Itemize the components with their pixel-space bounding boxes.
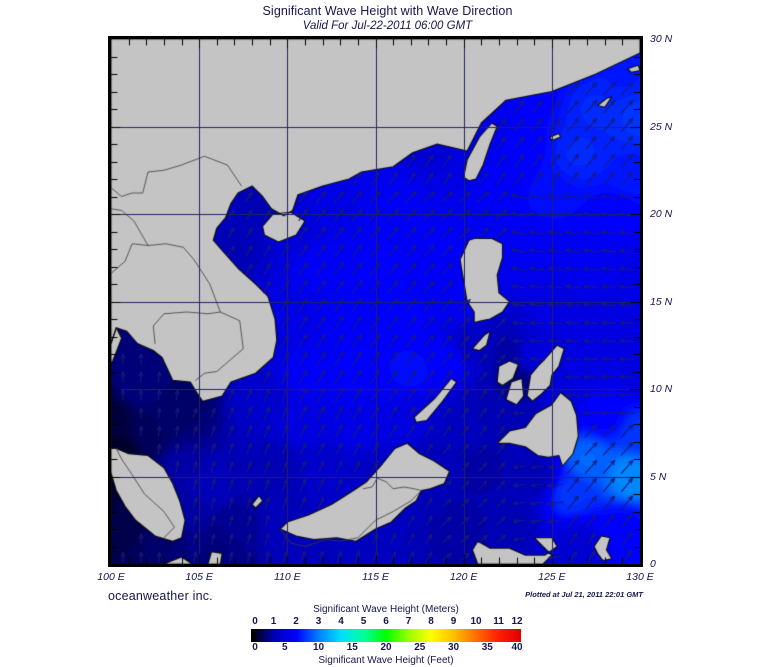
provider-credit: oceanweather inc. [108, 589, 213, 603]
page-title: Significant Wave Height with Wave Direct… [262, 4, 513, 18]
colorbar-label-feet: Significant Wave Height (Feet) [318, 655, 454, 666]
y-axis-tick-20: 20 N [650, 208, 673, 220]
y-axis-tick-25: 25 N [650, 120, 673, 133]
y-axis-tick-10: 10 N [650, 383, 673, 395]
page-subtitle: Valid For Jul-22-2011 06:00 GMT [302, 20, 473, 32]
title-block: Significant Wave Height with Wave Direct… [0, 4, 775, 33]
map-canvas [111, 39, 640, 564]
x-axis-tick-125: 125 E [538, 571, 566, 583]
plotted-timestamp: Plotted at Jul 21, 2011 22:01 GMT [525, 590, 643, 599]
x-axis-tick-120: 120 E [449, 571, 478, 583]
y-axis-tick-15: 15 N [650, 295, 673, 308]
colorbar-label-meters: Significant Wave Height (Meters) [313, 604, 459, 615]
wave-height-map[interactable] [108, 36, 643, 567]
x-axis-tick-130: 130 E [626, 571, 654, 583]
y-axis-tick-30: 30 N [650, 33, 673, 45]
x-axis-tick-115: 115 E [362, 571, 389, 583]
colorbar-gradient [251, 629, 521, 642]
x-axis-tick-105: 105 E [185, 571, 213, 583]
y-axis-tick-5: 5 N [650, 470, 667, 483]
x-axis-tick-100: 100 E [97, 571, 125, 583]
y-axis-tick-0: 0 [650, 558, 656, 570]
colorbar-ticks-meters: 0 1 2 3 4 5 6 7 8 9 10 11 12 [252, 616, 523, 627]
x-axis-tick-110: 110 E [273, 571, 301, 583]
colorbar-ticks-feet: 0 5 10 15 20 25 30 35 40 [252, 642, 523, 653]
